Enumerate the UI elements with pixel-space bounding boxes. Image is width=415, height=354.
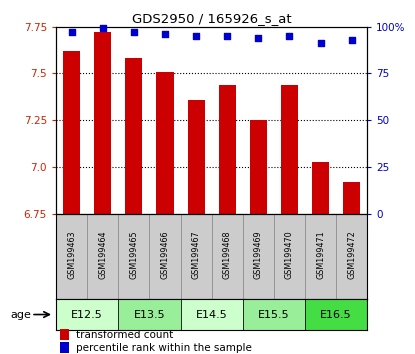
- Text: GSM199472: GSM199472: [347, 230, 356, 279]
- Bar: [118, 299, 181, 330]
- Bar: [63, 51, 80, 214]
- Text: GSM199463: GSM199463: [67, 231, 76, 279]
- Bar: [188, 100, 205, 214]
- Point: [255, 35, 261, 41]
- Text: E15.5: E15.5: [258, 309, 290, 320]
- Bar: [336, 214, 367, 299]
- Bar: [212, 214, 243, 299]
- Bar: [312, 162, 329, 214]
- Text: E13.5: E13.5: [134, 309, 165, 320]
- Bar: [250, 120, 267, 214]
- Text: E14.5: E14.5: [196, 309, 227, 320]
- Bar: [343, 182, 360, 214]
- Text: E12.5: E12.5: [71, 309, 103, 320]
- Point: [286, 33, 293, 39]
- Text: GSM199470: GSM199470: [285, 231, 294, 279]
- Text: percentile rank within the sample: percentile rank within the sample: [76, 343, 251, 353]
- Bar: [243, 214, 274, 299]
- Point: [161, 31, 168, 37]
- Bar: [56, 214, 87, 299]
- Bar: [281, 85, 298, 214]
- Bar: [305, 214, 336, 299]
- Bar: [181, 299, 243, 330]
- Point: [317, 41, 324, 46]
- Point: [100, 25, 106, 31]
- Text: GSM199466: GSM199466: [161, 231, 169, 279]
- Point: [68, 29, 75, 35]
- Point: [193, 33, 199, 39]
- Text: GSM199465: GSM199465: [129, 231, 138, 279]
- Point: [224, 33, 231, 39]
- Text: GSM199468: GSM199468: [223, 231, 232, 279]
- Title: GDS2950 / 165926_s_at: GDS2950 / 165926_s_at: [132, 12, 291, 25]
- Text: GSM199471: GSM199471: [316, 231, 325, 279]
- Bar: [305, 299, 367, 330]
- Bar: [156, 72, 173, 214]
- Bar: [87, 214, 118, 299]
- Point: [348, 37, 355, 42]
- Bar: [56, 299, 118, 330]
- Text: transformed count: transformed count: [76, 330, 173, 339]
- Bar: [149, 214, 181, 299]
- Text: age: age: [10, 309, 31, 320]
- Text: GSM199469: GSM199469: [254, 231, 263, 279]
- Bar: [118, 214, 149, 299]
- Text: GSM199467: GSM199467: [192, 231, 200, 279]
- Bar: [243, 299, 305, 330]
- Text: E16.5: E16.5: [320, 309, 352, 320]
- Bar: [94, 32, 111, 214]
- Bar: [181, 214, 212, 299]
- Text: GSM199464: GSM199464: [98, 231, 107, 279]
- Bar: [125, 58, 142, 214]
- Bar: [274, 214, 305, 299]
- Bar: [219, 85, 236, 214]
- Point: [130, 29, 137, 35]
